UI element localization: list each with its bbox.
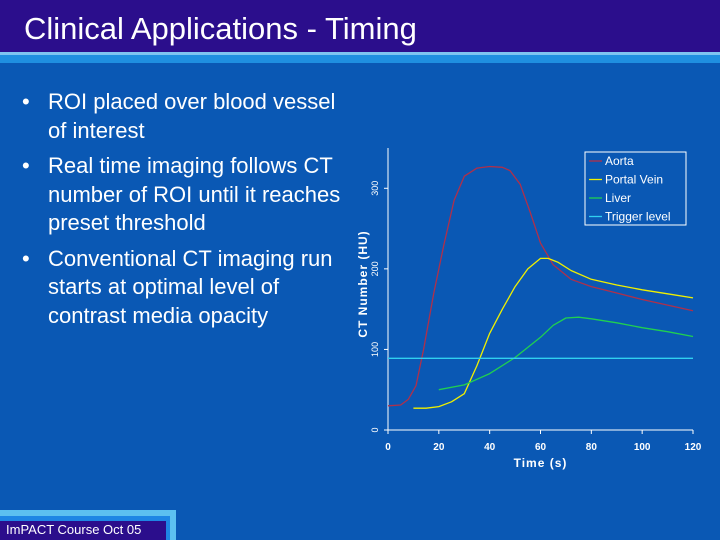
bullet-text: Conventional CT imaging run starts at op… (48, 245, 333, 328)
series-line-liver (438, 316, 694, 391)
title-bar (0, 0, 720, 52)
bullet-icon: • (22, 245, 30, 271)
x-tick-label: 40 (484, 442, 496, 453)
title-divider-light (0, 52, 720, 55)
y-axis-title: CT Number (HU) (356, 230, 370, 337)
x-tick-label: 120 (685, 442, 702, 453)
y-tick-label: 0 (370, 427, 380, 432)
bullet-item: • ROI placed over blood vessel of interes… (22, 88, 342, 145)
legend-label: Liver (605, 191, 631, 205)
legend-label: Portal Vein (605, 173, 663, 187)
slide-title: Clinical Applications - Timing (24, 11, 417, 46)
footer-text: ImPACT Course Oct 05 (6, 522, 142, 537)
bullet-list: • ROI placed over blood vessel of interes… (22, 88, 342, 337)
legend-label: Trigger level (605, 210, 671, 224)
bullet-icon: • (22, 153, 30, 178)
enhancement-chart: 0 20 40 60 80 100 120 0 100 200 300 Time (s) CT Numb… (355, 140, 710, 485)
title-divider (0, 55, 720, 63)
bullet-item: • Conventional CT imaging run starts at o… (22, 245, 342, 331)
x-tick-label: 80 (586, 442, 598, 453)
chart-svg: 0 20 40 60 80 100 120 0 100 200 300 Time (s) CT Numb… (356, 148, 702, 470)
y-tick-label: 200 (370, 261, 380, 276)
x-tick-label: 0 (385, 442, 391, 453)
x-axis-title: Time (s) (514, 456, 568, 470)
x-tick-label: 20 (433, 442, 445, 453)
bullet-icon: • (22, 89, 30, 114)
x-tick-label: 100 (634, 442, 651, 453)
bullet-text: Real time imaging follows CT number of R… (48, 153, 341, 235)
y-tick-label: 300 (370, 181, 380, 196)
chart-legend (584, 151, 687, 226)
bullet-item: • Real time imaging follows CT number of … (22, 152, 342, 238)
x-tick-label: 60 (535, 442, 547, 453)
series-line-portal-vein (413, 257, 694, 409)
footer-box (0, 521, 166, 540)
y-tick-label: 100 (370, 342, 380, 357)
series-line-aorta (387, 165, 694, 407)
legend-label: Aorta (605, 154, 634, 168)
bullet-text: ROI placed over blood vessel of interest (48, 89, 336, 143)
